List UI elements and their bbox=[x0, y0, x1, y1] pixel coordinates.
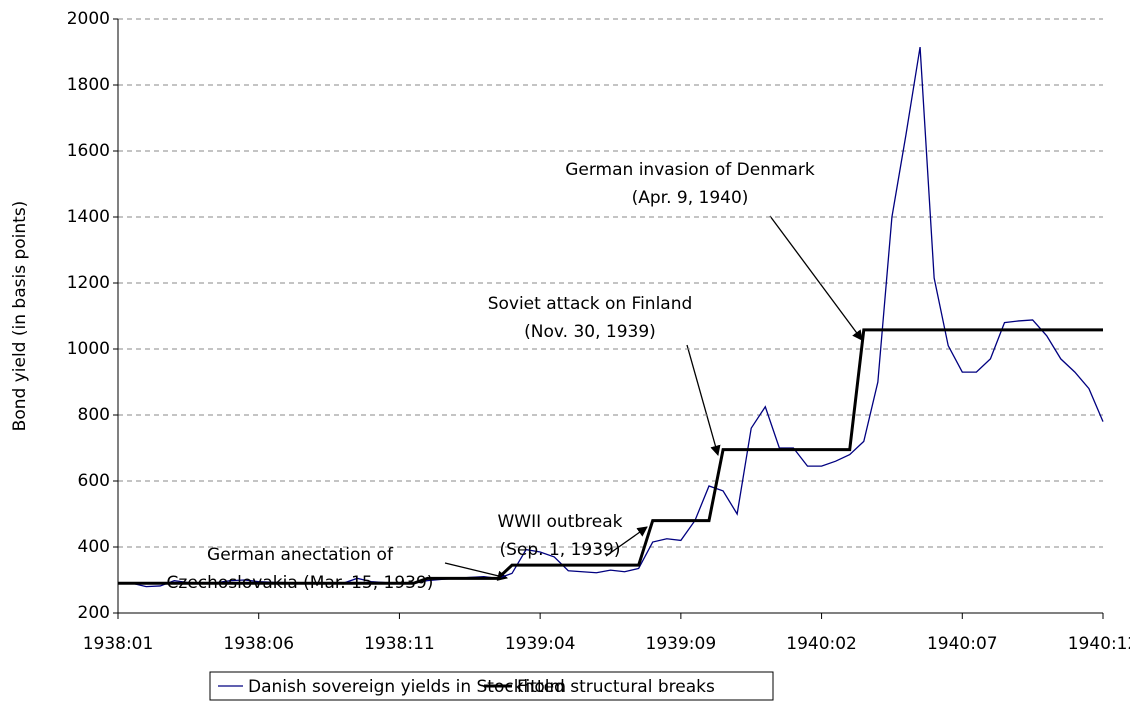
series-line bbox=[118, 328, 1103, 585]
x-tick-label: 1939:04 bbox=[505, 634, 576, 654]
y-tick-label: 1800 bbox=[67, 75, 110, 95]
legend-box bbox=[209, 671, 774, 701]
annotation: (Apr. 9, 1940) bbox=[632, 188, 749, 208]
arrow bbox=[605, 526, 648, 557]
y-tick-label: 1200 bbox=[67, 273, 110, 293]
y-axis-label: Bond yield (in basis points) bbox=[10, 201, 30, 432]
annotation: (Nov. 30, 1939) bbox=[524, 322, 656, 342]
x-tick-label: 1938:01 bbox=[83, 634, 154, 654]
y-tick-label: 2000 bbox=[67, 9, 110, 29]
x-tick-label: 1940:02 bbox=[786, 634, 857, 654]
arrow bbox=[686, 344, 721, 457]
x-tick-label: 1938:06 bbox=[223, 634, 294, 654]
annotation: WWII outbreak bbox=[497, 512, 622, 532]
legend-label: Danish sovereign yields in Stockholm bbox=[248, 677, 566, 697]
annotation: German anectation of bbox=[207, 545, 394, 565]
arrow bbox=[769, 215, 863, 341]
x-tick-label: 1938:11 bbox=[364, 634, 435, 654]
annotation: German invasion of Denmark bbox=[565, 160, 815, 180]
y-tick-label: 1400 bbox=[67, 207, 110, 227]
y-tick-label: 200 bbox=[78, 603, 110, 623]
annotation: Soviet attack on Finland bbox=[488, 294, 693, 314]
x-tick-label: 1940:12 bbox=[1068, 634, 1130, 654]
x-tick-label: 1939:09 bbox=[646, 634, 717, 654]
annotation: Czechoslovakia (Mar. 15, 1939) bbox=[167, 573, 434, 593]
y-tick-label: 600 bbox=[78, 471, 110, 491]
annotation: (Sep. 1, 1939) bbox=[499, 540, 620, 560]
y-tick-label: 800 bbox=[78, 405, 110, 425]
y-tick-label: 400 bbox=[78, 537, 110, 557]
annotation-arrows bbox=[444, 215, 863, 581]
y-tick-label: 1600 bbox=[67, 141, 110, 161]
arrow bbox=[444, 562, 509, 581]
x-tick-label: 1940:07 bbox=[927, 634, 998, 654]
y-tick-label: 1000 bbox=[67, 339, 110, 359]
legend-label: Fitted structural breaks bbox=[517, 677, 715, 697]
series-line bbox=[117, 46, 1104, 588]
